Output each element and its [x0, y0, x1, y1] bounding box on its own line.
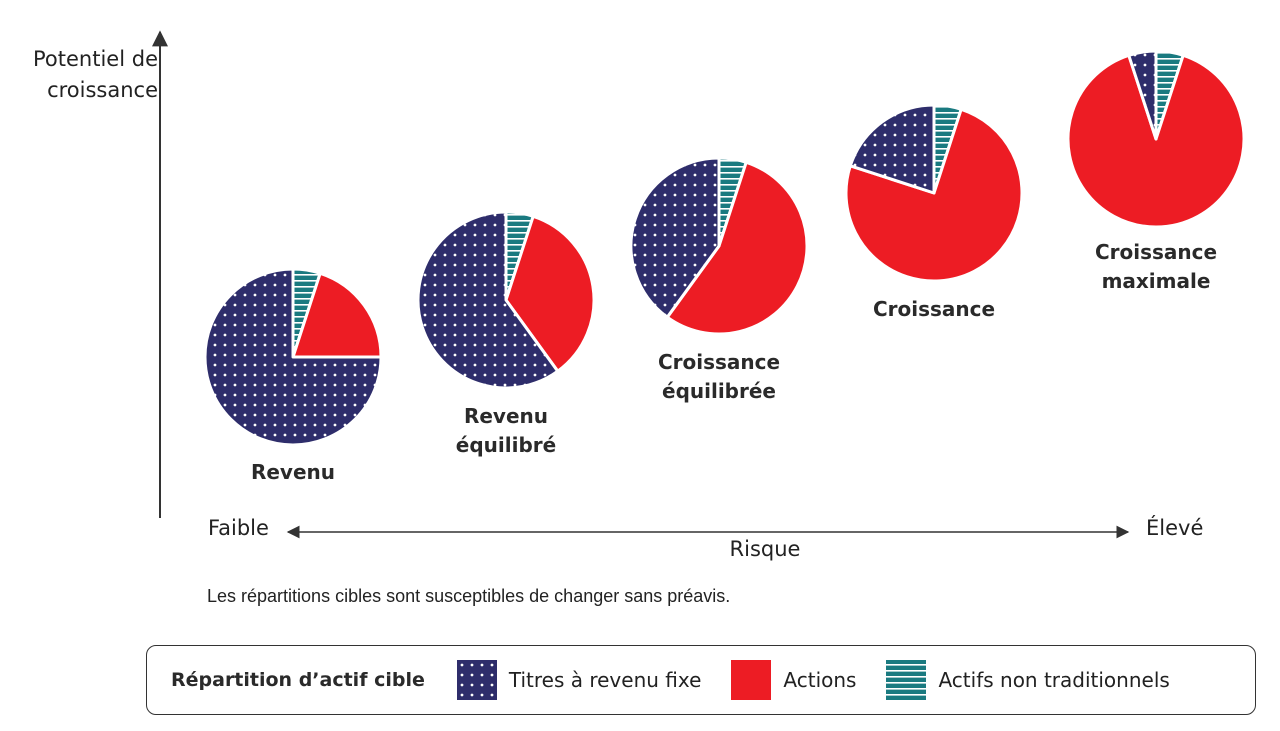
- pie-label-line: équilibrée: [662, 379, 776, 403]
- pie-label-line: maximale: [1101, 269, 1211, 293]
- pie-1-label: Revenu: [183, 458, 403, 487]
- pie-label-line: équilibré: [455, 433, 557, 457]
- pie-3: [629, 156, 809, 336]
- pie-4-label: Croissance: [824, 295, 1044, 324]
- stripes-swatch-icon: [886, 660, 927, 700]
- x-axis-title: Risque: [729, 537, 801, 561]
- legend-title: Répartition d’actif cible: [171, 669, 425, 691]
- pie-5: [1066, 49, 1246, 229]
- pie-5-slice-fixed-income: [1127, 49, 1158, 141]
- solid-swatch-icon: [731, 660, 772, 700]
- pie-label-line: Revenu: [463, 404, 549, 428]
- pies-group: [203, 49, 1246, 447]
- pie-3-slice-equities: [665, 160, 809, 336]
- dots-swatch-icon: [456, 660, 497, 700]
- pie-2-label: Revenu équilibré: [396, 402, 616, 460]
- legend-item-fixed-income: Titres à revenu fixe: [456, 660, 702, 700]
- pie-label-line: Revenu: [250, 460, 336, 484]
- pie-1-slice-equities: [291, 271, 383, 359]
- pie-1: [203, 267, 383, 447]
- pie-label-line: Croissance: [1094, 240, 1218, 264]
- x-axis-low-label: Faible: [208, 516, 269, 540]
- legend: Répartition d’actif cible Titres à reven…: [146, 645, 1256, 715]
- legend-label-alternatives: Actifs non traditionnels: [938, 668, 1170, 692]
- disclaimer-note: Les répartitions cibles sont susceptible…: [207, 586, 731, 606]
- pie-label-line: Croissance: [872, 297, 996, 321]
- legend-item-equities: Actions: [731, 660, 856, 700]
- pie-3-label: Croissance équilibrée: [609, 348, 829, 406]
- pie-5-label: Croissance maximale: [1046, 238, 1266, 296]
- x-axis-high-label: Élevé: [1146, 516, 1204, 540]
- pie-label-line: Croissance: [657, 350, 781, 374]
- pie-4-slice-equities: [844, 107, 1024, 283]
- y-axis-title: Potentiel de croissance: [33, 47, 158, 102]
- pie-2-slice-equities: [504, 214, 596, 373]
- pie-2: [416, 210, 596, 390]
- legend-label-equities: Actions: [783, 668, 857, 692]
- pie-5-slice-equities: [1066, 53, 1246, 229]
- pie-1-slice-fixed-income: [203, 267, 383, 447]
- pie-2-slice-fixed-income: [416, 210, 560, 390]
- legend-item-alternatives: Actifs non traditionnels: [886, 660, 1170, 700]
- pie-4: [844, 103, 1024, 283]
- legend-label-fixed-income: Titres à revenu fixe: [508, 668, 702, 692]
- pie-4-slice-fixed-income: [848, 103, 936, 195]
- pie-3-slice-fixed-income: [629, 156, 721, 319]
